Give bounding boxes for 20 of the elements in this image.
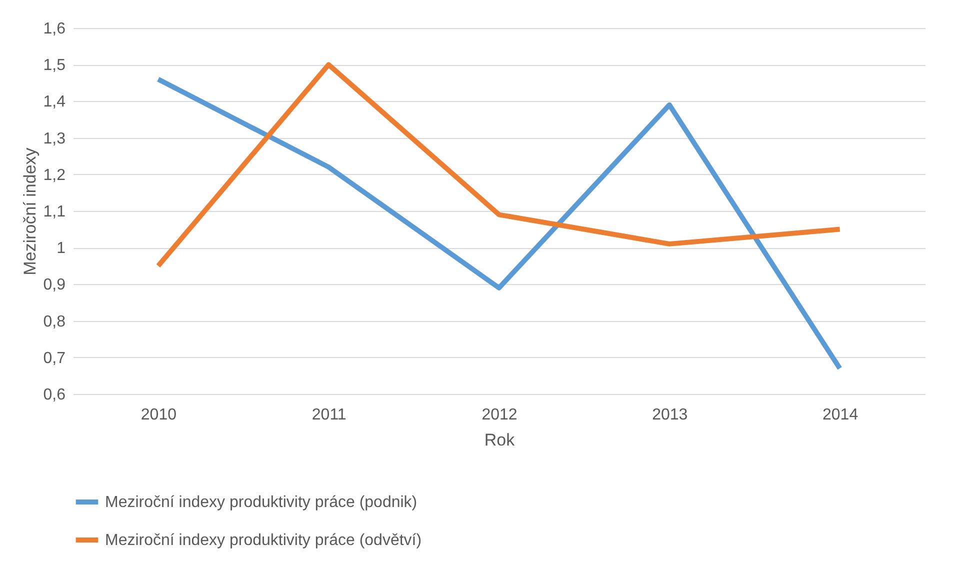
legend-label: Meziroční indexy produktivity práce (podnik) xyxy=(105,494,418,511)
y-tick-label: 1,3 xyxy=(43,130,66,148)
y-tick-label: 0,9 xyxy=(43,276,66,294)
x-tick-label: 2011 xyxy=(312,406,346,424)
y-tick-label: 1,2 xyxy=(43,166,66,184)
x-tick-label: 2013 xyxy=(652,406,688,424)
y-tick-label: 0,8 xyxy=(43,313,66,330)
y-tick-label: 0,7 xyxy=(43,350,66,367)
x-tick-label: 2010 xyxy=(140,406,177,424)
x-tick-label: 2014 xyxy=(822,406,858,424)
y-tick-label: 1,5 xyxy=(43,57,66,74)
legend-label: Meziroční indexy produktivity práce (odvětví) xyxy=(105,532,422,549)
x-tick-label: 2012 xyxy=(482,406,518,424)
y-tick-label: 1,6 xyxy=(43,20,66,38)
y-tick-label: 1,4 xyxy=(43,94,66,111)
y-tick-label: 1 xyxy=(56,240,66,258)
y-tick-label: 1,1 xyxy=(43,204,66,220)
y-axis-title: Meziroční indexy xyxy=(20,147,40,276)
y-tick-label: 0,6 xyxy=(43,386,66,404)
x-axis-title: Rok xyxy=(484,430,516,450)
